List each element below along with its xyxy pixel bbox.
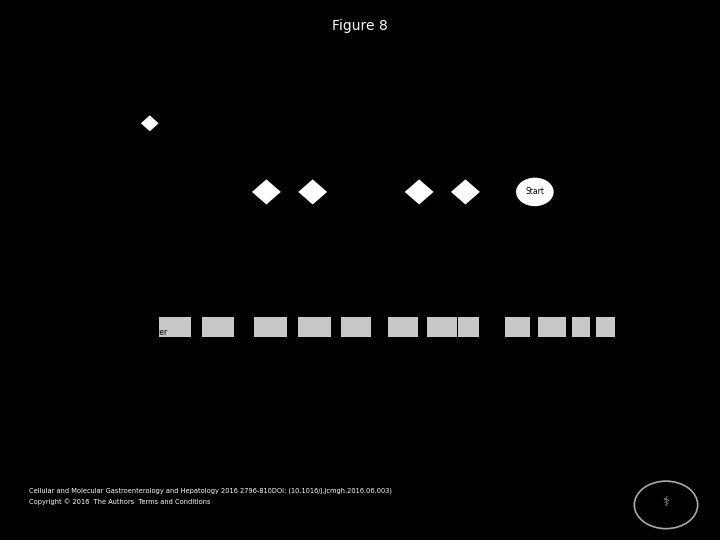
Text: -668: -668 bbox=[364, 215, 382, 224]
Text: NFκB: NFκB bbox=[354, 242, 368, 256]
FancyBboxPatch shape bbox=[251, 281, 338, 373]
Text: Hypoxia: Hypoxia bbox=[521, 381, 552, 389]
FancyBboxPatch shape bbox=[428, 281, 495, 373]
Text: -185: -185 bbox=[456, 215, 475, 224]
FancyBboxPatch shape bbox=[503, 281, 569, 373]
Text: Input: Input bbox=[315, 242, 328, 256]
Text: +1: +1 bbox=[528, 215, 541, 224]
Text: Hypoxia: Hypoxia bbox=[279, 381, 310, 389]
Text: Hypoxia: Hypoxia bbox=[567, 381, 598, 389]
Text: -959 NFκB: -959 NFκB bbox=[476, 244, 520, 253]
FancyBboxPatch shape bbox=[297, 317, 330, 337]
Text: NF-κB binding site: NF-κB binding site bbox=[162, 118, 251, 129]
Text: NFκB: NFκB bbox=[549, 242, 562, 256]
Text: Normoxia: Normoxia bbox=[180, 381, 217, 389]
FancyBboxPatch shape bbox=[385, 281, 464, 373]
Polygon shape bbox=[251, 178, 282, 206]
Text: HIF-1α: HIF-1α bbox=[579, 240, 595, 256]
Ellipse shape bbox=[516, 177, 554, 207]
Text: Input: Input bbox=[467, 242, 480, 256]
Text: Hypoxia: Hypoxia bbox=[409, 381, 440, 389]
Text: B: B bbox=[112, 247, 125, 265]
Polygon shape bbox=[297, 178, 328, 206]
FancyBboxPatch shape bbox=[202, 317, 234, 337]
Text: -959: -959 bbox=[303, 215, 322, 224]
Text: NFκB: NFκB bbox=[475, 242, 488, 256]
Text: Normoxia: Normoxia bbox=[479, 381, 516, 389]
Polygon shape bbox=[403, 178, 435, 206]
Text: NFκB: NFκB bbox=[603, 242, 617, 256]
Text: -1680: -1680 bbox=[180, 215, 204, 224]
Polygon shape bbox=[450, 178, 481, 206]
Text: Input: Input bbox=[174, 242, 187, 256]
FancyBboxPatch shape bbox=[596, 317, 615, 337]
FancyBboxPatch shape bbox=[428, 317, 457, 337]
Text: HIF-1α: HIF-1α bbox=[312, 240, 328, 256]
Polygon shape bbox=[140, 114, 160, 132]
Text: A: A bbox=[112, 92, 125, 111]
Text: NFκB: NFκB bbox=[441, 242, 454, 256]
Text: -1225 NFκB: -1225 NFκB bbox=[362, 244, 411, 253]
FancyBboxPatch shape bbox=[341, 317, 371, 337]
Text: HIF-1α binding site: HIF-1α binding site bbox=[162, 97, 254, 106]
Text: -668 HIF-1α and
-221 NFκB: -668 HIF-1α and -221 NFκB bbox=[534, 233, 601, 253]
Text: NFκB: NFκB bbox=[521, 242, 534, 256]
FancyBboxPatch shape bbox=[545, 281, 619, 373]
FancyBboxPatch shape bbox=[539, 317, 564, 337]
Text: ⚕: ⚕ bbox=[662, 496, 670, 509]
FancyBboxPatch shape bbox=[431, 317, 456, 337]
Text: Figure 8: Figure 8 bbox=[332, 19, 388, 33]
Text: -1680 HIF-1α: -1680 HIF-1α bbox=[216, 244, 271, 253]
FancyBboxPatch shape bbox=[547, 317, 565, 337]
Text: OGR1
Promoter: OGR1 Promoter bbox=[132, 317, 168, 336]
FancyBboxPatch shape bbox=[572, 317, 590, 337]
FancyBboxPatch shape bbox=[357, 178, 389, 206]
Text: Input: Input bbox=[516, 242, 529, 256]
FancyBboxPatch shape bbox=[299, 281, 377, 373]
Text: Start: Start bbox=[526, 187, 544, 197]
Text: -221: -221 bbox=[410, 215, 428, 224]
FancyBboxPatch shape bbox=[156, 281, 241, 373]
FancyBboxPatch shape bbox=[388, 317, 418, 337]
FancyBboxPatch shape bbox=[456, 281, 538, 373]
FancyBboxPatch shape bbox=[254, 317, 287, 337]
Text: HIF-1α: HIF-1α bbox=[216, 240, 233, 256]
FancyBboxPatch shape bbox=[141, 94, 158, 109]
Text: Normoxia: Normoxia bbox=[320, 381, 356, 389]
Text: HIF-1α: HIF-1α bbox=[493, 240, 510, 256]
FancyBboxPatch shape bbox=[302, 317, 331, 337]
Text: Cellular and Molecular Gastroenterology and Hepatology 2016 2796-810DOI: (10.101: Cellular and Molecular Gastroenterology … bbox=[29, 488, 392, 494]
FancyBboxPatch shape bbox=[459, 317, 479, 337]
FancyBboxPatch shape bbox=[176, 178, 208, 206]
Text: -1225: -1225 bbox=[254, 215, 279, 224]
Text: OGR1: OGR1 bbox=[132, 158, 169, 171]
Text: Input: Input bbox=[554, 242, 567, 256]
FancyBboxPatch shape bbox=[505, 317, 530, 337]
Text: Input: Input bbox=[401, 242, 415, 256]
Text: Normoxia: Normoxia bbox=[444, 381, 480, 389]
Text: Input: Input bbox=[269, 242, 282, 256]
Text: Copyright © 2016  The Authors  Terms and Conditions: Copyright © 2016 The Authors Terms and C… bbox=[29, 498, 210, 505]
Text: Input: Input bbox=[441, 242, 455, 256]
FancyBboxPatch shape bbox=[158, 317, 191, 337]
